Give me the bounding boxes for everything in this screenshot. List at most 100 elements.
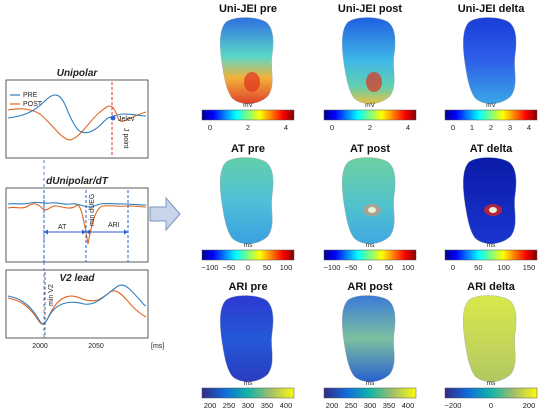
colorbar-tick: 250 [345, 401, 358, 410]
colorbar-tick: 50 [385, 263, 393, 272]
jelev-label: Jelev [118, 116, 135, 123]
colorbar-unit: ms [487, 380, 496, 387]
colorbar-tick: 0 [451, 263, 455, 272]
unipolar-title: Unipolar [57, 68, 99, 79]
map-panel-ari-pre: ARI pre ms 200 250 300 350 400 [201, 281, 295, 410]
heart-map-uni-jei-delta [463, 17, 517, 104]
v2-title: V2 lead [59, 273, 95, 284]
map-panel-uni-jei-pre: Uni-JEI pre mV 0 2 4 [201, 3, 295, 132]
dunipolar-frame [5, 187, 149, 263]
colorbar-unit: mV [365, 102, 375, 109]
colorbar [444, 249, 538, 261]
colorbar-unit: ms [244, 380, 253, 387]
colorbar-tick: 2 [368, 123, 372, 132]
hot-spot [244, 72, 260, 92]
legend-post-label: POST [23, 101, 43, 108]
colorbar-tick: 100 [280, 263, 293, 272]
heart-surface [342, 157, 396, 244]
heart-map-ari-delta [463, 295, 517, 382]
min-v2-label: min V2 [48, 284, 55, 306]
unipolar-frame [5, 79, 149, 159]
map-panel-at-pre: AT pre ms −100 −50 0 50 100 [201, 143, 295, 272]
map-panel-uni-jei-post: Uni-JEI post mV 0 2 4 [323, 3, 417, 132]
colorbar [323, 249, 417, 261]
colorbar-tick: 0 [246, 263, 250, 272]
heart-map-at-post [342, 157, 396, 244]
min-duegs-label: min dUEG [89, 194, 96, 226]
colorbar-unit: ms [487, 242, 496, 249]
heart-surface [220, 17, 274, 104]
colorbar-tick: 100 [402, 263, 415, 272]
heart-map-at-delta [463, 157, 517, 244]
colorbar-unit: ms [366, 242, 375, 249]
jpoint-label: J point [122, 128, 129, 149]
colorbar-tick: 100 [497, 263, 510, 272]
v2-post-trace [7, 290, 147, 325]
map-title: AT post [350, 143, 390, 155]
legend-pre-label: PRE [23, 92, 38, 99]
lesion-core [489, 207, 497, 213]
map-title: ARI post [347, 281, 393, 293]
colorbar-tick: −50 [345, 263, 358, 272]
hot-spot [366, 72, 382, 92]
colorbar-tick: 200 [326, 401, 339, 410]
heart-map-at-pre [220, 157, 274, 244]
colorbar [201, 109, 295, 121]
colorbar-tick: −100 [202, 263, 219, 272]
colorbar-tick: 300 [364, 401, 377, 410]
colorbar-tick: 400 [280, 401, 293, 410]
jelev-point [110, 115, 116, 121]
colorbar-tick: 3 [508, 123, 512, 132]
map-title: ARI pre [228, 281, 267, 293]
colorbar-tick: 200 [523, 401, 536, 410]
colorbar-unit: mV [243, 102, 253, 109]
colorbar-tick: 400 [402, 401, 415, 410]
colorbar-tick: 50 [263, 263, 271, 272]
unipolar-post-trace [7, 105, 147, 141]
map-title: Uni-JEI delta [458, 3, 526, 15]
colorbar-tick: −50 [223, 263, 236, 272]
colorbar-tick: 350 [261, 401, 274, 410]
unipolar-plot: Unipolar PRE POST Jelev J point [5, 68, 149, 159]
colorbar-tick: 4 [284, 123, 288, 132]
dunipolar-post-trace [7, 203, 147, 245]
map-title: ARI delta [467, 281, 516, 293]
heart-surface [220, 157, 274, 244]
at-label: AT [58, 224, 67, 231]
colorbar-tick: 4 [406, 123, 410, 132]
heart-surface [463, 17, 517, 104]
v2-frame [5, 269, 149, 339]
colorbar-tick: 0 [330, 123, 334, 132]
heart-surface [220, 295, 274, 382]
v2-tick-2000: 2000 [32, 343, 48, 350]
colorbar-tick: 0 [451, 123, 455, 132]
colorbar-tick: 150 [523, 263, 536, 272]
map-panel-at-post: AT post ms −100 −50 0 50 100 [323, 143, 417, 272]
colorbar-unit: mV [486, 102, 496, 109]
map-title: AT delta [470, 143, 513, 155]
colorbar-tick: 0 [368, 263, 372, 272]
colorbar-tick: 2 [246, 123, 250, 132]
lesion-core [368, 207, 376, 213]
colorbar-tick: 4 [527, 123, 531, 132]
map-title: AT pre [231, 143, 265, 155]
map-panel-uni-jei-delta: Uni-JEI delta mV 0 1 2 3 4 [444, 3, 538, 132]
colorbar-tick: 1 [470, 123, 474, 132]
colorbar-tick: 2 [489, 123, 493, 132]
colorbar-tick: 0 [208, 123, 212, 132]
v2-pre-trace [7, 284, 147, 325]
heart-surface [342, 17, 396, 104]
dunipolar-pre-trace [7, 201, 147, 208]
colorbar [323, 387, 417, 399]
colorbar-tick: 250 [223, 401, 236, 410]
heart-map-uni-jei-pre [220, 17, 274, 104]
colorbar [201, 249, 295, 261]
colorbar-tick: 0 [489, 401, 493, 410]
ari-label: ARI [108, 222, 120, 229]
heart-map-ari-post [342, 295, 396, 382]
colorbar-tick: 350 [383, 401, 396, 410]
v2-x-unit: [ms] [151, 343, 164, 350]
colorbar-unit: ms [366, 380, 375, 387]
heart-map-ari-pre [220, 295, 274, 382]
